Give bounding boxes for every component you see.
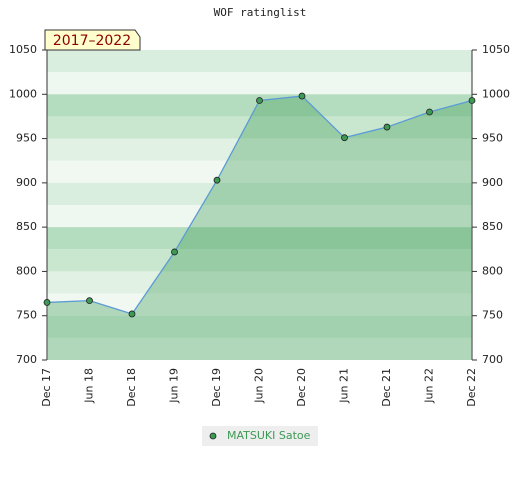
- legend-box: [202, 426, 318, 446]
- area: [47, 96, 472, 361]
- x-tick-label: Dec 19: [210, 368, 223, 407]
- point: [383, 123, 391, 131]
- y-tick-label: 1050: [9, 43, 37, 56]
- plot-band: [47, 205, 472, 228]
- point: [213, 176, 221, 184]
- point: [341, 134, 348, 142]
- badge-shape: [44, 29, 141, 51]
- y-tick-label: 900: [16, 176, 37, 189]
- x-tick-label: Dec 21: [380, 368, 393, 407]
- y-tick-label: 850: [16, 220, 37, 233]
- y2-tick-label: 900: [482, 176, 503, 189]
- plot-band: [47, 337, 472, 360]
- x-tick-label: Jun 20: [253, 368, 266, 404]
- point: [256, 97, 263, 104]
- x-tick-label: Dec 18: [125, 368, 138, 407]
- y-tick-label: 800: [16, 264, 37, 277]
- x-tick-label: Dec 17: [40, 368, 53, 407]
- plot-band: [47, 160, 472, 183]
- y2-tick-label: 800: [482, 264, 503, 277]
- y2-tick-label: 750: [482, 309, 503, 322]
- x-tick-label: Jun 18: [83, 368, 96, 404]
- y2-tick-label: 1050: [482, 43, 510, 56]
- plot-band: [47, 227, 472, 250]
- x-tick-label: Dec 22: [465, 368, 478, 407]
- plot-band: [47, 50, 472, 73]
- y-tick-label: 700: [16, 353, 37, 366]
- point: [426, 108, 433, 116]
- point: [128, 310, 136, 318]
- plot-band: [47, 315, 472, 338]
- y2-tick-label: 700: [482, 353, 503, 366]
- y-tick-label: 750: [16, 309, 37, 322]
- plot-band: [47, 182, 472, 205]
- plot-band: [47, 72, 472, 95]
- annotation-badge: 2017–2022: [44, 29, 141, 51]
- x-tick-label: Jun 21: [338, 368, 351, 404]
- plot-band: [47, 138, 472, 161]
- chart-title: WOF ratinglist: [214, 6, 307, 19]
- legend-marker: [209, 432, 217, 440]
- plot-band: [47, 271, 472, 294]
- x-tick-label: Jun 22: [423, 368, 436, 404]
- point: [43, 299, 51, 306]
- annotation: 2017–2022: [53, 33, 131, 49]
- point: [298, 92, 306, 100]
- y-tick-label: 1000: [9, 87, 37, 100]
- y-tick-label: 950: [16, 132, 37, 145]
- y2-tick-label: 950: [482, 132, 503, 145]
- plot-band: [47, 94, 472, 117]
- x-tick-label: Jun 19: [168, 368, 181, 404]
- plot-band: [47, 249, 472, 272]
- legend-label: MATSUKI Satoe: [227, 429, 311, 442]
- x-tick-label: Dec 20: [295, 368, 308, 407]
- point: [468, 97, 476, 104]
- point: [86, 297, 93, 305]
- point: [171, 248, 178, 256]
- y2-tick-label: 850: [482, 220, 503, 233]
- plot-band: [47, 293, 472, 316]
- y2-tick-label: 1000: [482, 87, 510, 100]
